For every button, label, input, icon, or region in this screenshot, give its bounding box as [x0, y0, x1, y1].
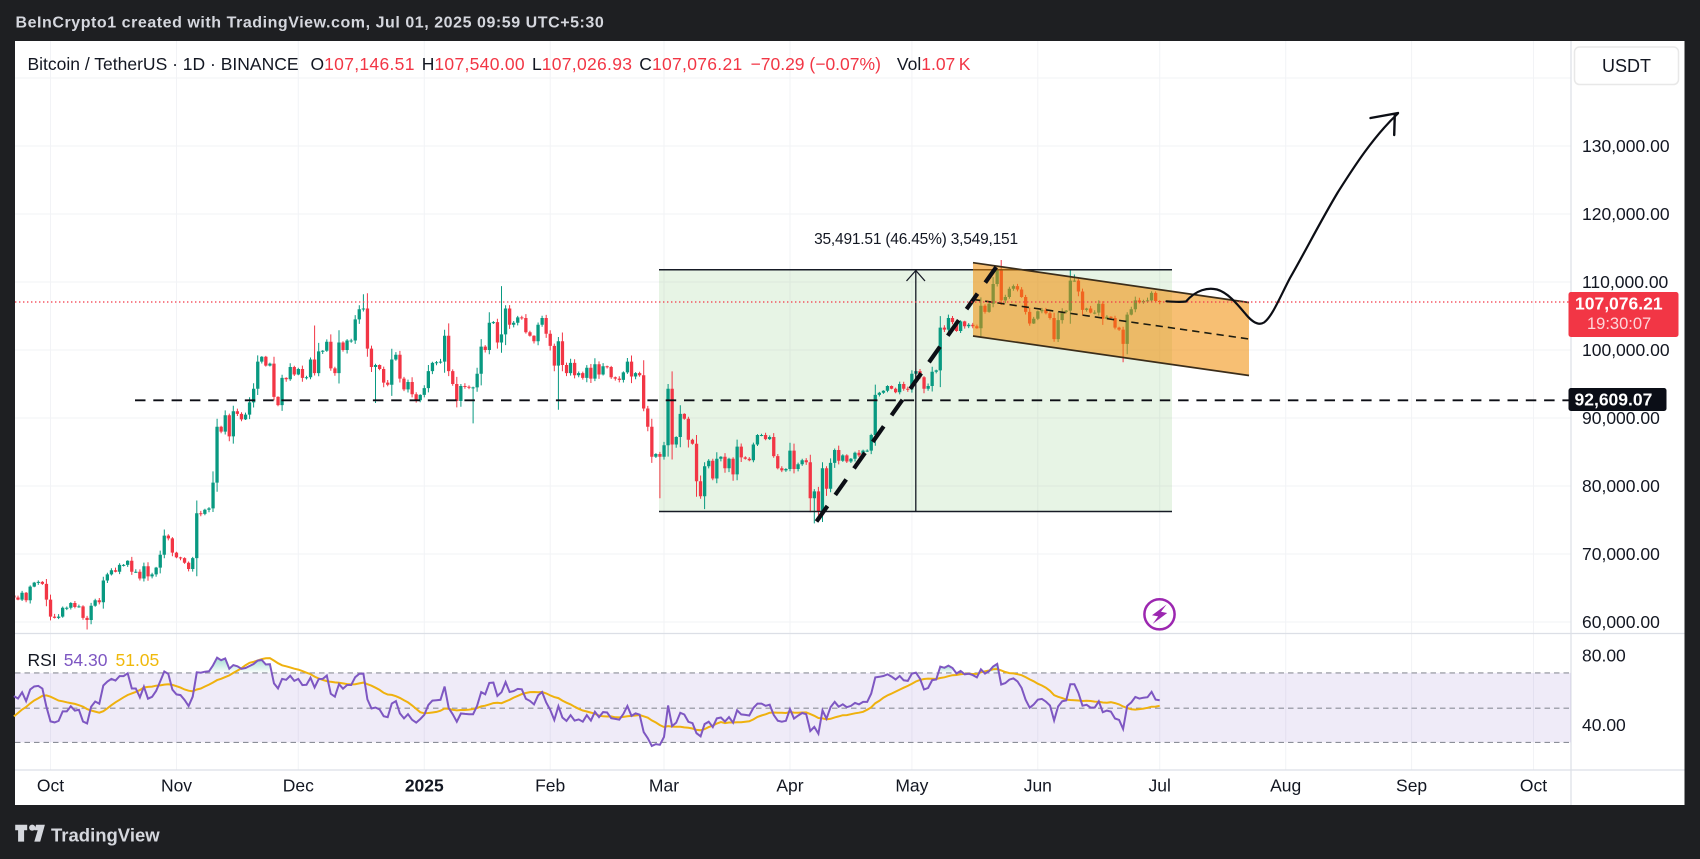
- svg-text:Mar: Mar: [649, 776, 679, 796]
- svg-text:Aug: Aug: [1270, 776, 1301, 796]
- svg-text:90,000.00: 90,000.00: [1582, 408, 1660, 428]
- svg-text:35,491.51 (46.45%) 3,549,151: 35,491.51 (46.45%) 3,549,151: [814, 231, 1018, 248]
- svg-text:Oct: Oct: [37, 776, 64, 796]
- svg-text:Jul: Jul: [1149, 776, 1171, 796]
- svg-text:May: May: [895, 776, 928, 796]
- svg-text:Apr: Apr: [776, 776, 803, 796]
- svg-text:107,076.21: 107,076.21: [1575, 294, 1663, 314]
- svg-text:Feb: Feb: [535, 776, 565, 796]
- svg-text:Sep: Sep: [1396, 776, 1427, 796]
- svg-text:Dec: Dec: [283, 776, 314, 796]
- svg-text:USDT: USDT: [1602, 56, 1651, 76]
- svg-text:110,000.00: 110,000.00: [1582, 272, 1669, 292]
- svg-text:40.00: 40.00: [1582, 715, 1626, 735]
- svg-text:2025: 2025: [405, 776, 444, 796]
- svg-text:Bitcoin / TetherUS · 1D · BINA: Bitcoin / TetherUS · 1D · BINANCE O107,14…: [28, 54, 971, 74]
- svg-text:Nov: Nov: [161, 776, 192, 796]
- svg-text:100,000.00: 100,000.00: [1582, 340, 1670, 360]
- svg-text:80,000.00: 80,000.00: [1582, 476, 1660, 496]
- svg-text:Jun: Jun: [1024, 776, 1052, 796]
- svg-text:70,000.00: 70,000.00: [1582, 544, 1660, 564]
- svg-text:80.00: 80.00: [1582, 646, 1626, 666]
- svg-text:120,000.00: 120,000.00: [1582, 204, 1670, 224]
- svg-text:130,000.00: 130,000.00: [1582, 136, 1670, 156]
- svg-text:60,000.00: 60,000.00: [1582, 612, 1660, 632]
- svg-text:TradingView: TradingView: [51, 825, 160, 846]
- svg-text:BeInCrypto1 created with Tradi: BeInCrypto1 created with TradingView.com…: [16, 15, 605, 32]
- svg-text:19:30:07: 19:30:07: [1587, 315, 1651, 333]
- svg-text:Oct: Oct: [1520, 776, 1547, 796]
- svg-text:92,609.07: 92,609.07: [1575, 390, 1653, 410]
